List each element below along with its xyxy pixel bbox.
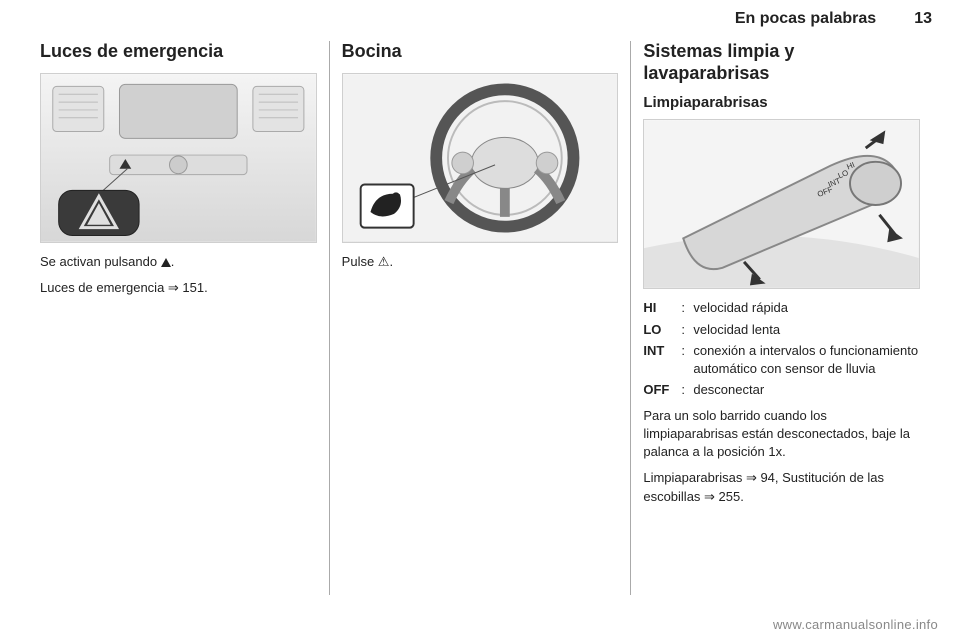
wiper-definitions: HI : velocidad rápida LO : velocidad len… — [643, 299, 920, 399]
wiper-svg: HI LO INT OFF — [644, 120, 919, 288]
column-hazard-lights: Luces de emergencia — [28, 41, 329, 595]
horn-press-text: Pulse ⚠. — [342, 253, 619, 271]
def-key-lo: LO — [643, 321, 681, 339]
def-sep: : — [681, 321, 693, 339]
def-row: HI : velocidad rápida — [643, 299, 920, 317]
hazard-text-before: Se activan pulsando — [40, 254, 161, 269]
column-horn: Bocina — [329, 41, 631, 595]
heading-horn: Bocina — [342, 41, 619, 63]
def-key-hi: HI — [643, 299, 681, 317]
hazard-ref-text: Luces de emergencia ⇒ 151. — [40, 279, 317, 297]
def-val-int: conexión a intervalos o funcionamiento a… — [693, 342, 920, 377]
column-wipers: Sistemas limpia y lavaparabrisas Limpiap… — [630, 41, 932, 595]
header-section: En pocas palabras — [735, 10, 876, 28]
def-sep: : — [681, 342, 693, 377]
hazard-svg — [41, 74, 316, 242]
def-row: INT : conexión a intervalos o funcionami… — [643, 342, 920, 377]
horn-svg — [343, 74, 618, 242]
heading-hazard: Luces de emergencia — [40, 41, 317, 63]
illustration-horn — [342, 73, 619, 243]
subheading-wipers: Limpiaparabrisas — [643, 94, 920, 111]
hazard-triangle-icon — [161, 258, 171, 267]
def-key-int: INT — [643, 342, 681, 377]
wiper-note: Para un solo barrido cuando los limpiapa… — [643, 407, 920, 462]
wiper-refs: Limpiaparabrisas ⇒ 94, Sustitución de la… — [643, 469, 920, 505]
header-page-number: 13 — [914, 10, 932, 28]
illustration-hazard-button — [40, 73, 317, 243]
def-row: LO : velocidad lenta — [643, 321, 920, 339]
def-sep: : — [681, 299, 693, 317]
def-sep: : — [681, 381, 693, 399]
def-val-lo: velocidad lenta — [693, 321, 920, 339]
hazard-text-after: . — [171, 254, 175, 269]
watermark: www.carmanualsonline.info — [773, 617, 938, 632]
hazard-activate-text: Se activan pulsando . — [40, 253, 317, 271]
def-val-off: desconectar — [693, 381, 920, 399]
page-header: En pocas palabras 13 — [0, 0, 960, 35]
def-row: OFF : desconectar — [643, 381, 920, 399]
illustration-wiper-stalk: HI LO INT OFF — [643, 119, 920, 289]
def-val-hi: velocidad rápida — [693, 299, 920, 317]
heading-wipers: Sistemas limpia y lavaparabrisas — [643, 41, 920, 84]
content-columns: Luces de emergencia — [0, 35, 960, 595]
def-key-off: OFF — [643, 381, 681, 399]
